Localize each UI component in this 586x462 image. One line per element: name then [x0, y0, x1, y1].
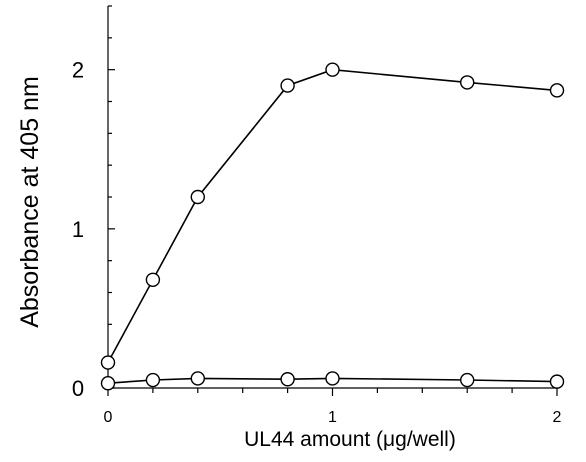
series-1-point [325, 62, 340, 77]
series-2-point [100, 376, 116, 391]
y-tick-label: 0 [72, 376, 84, 401]
x-tick-label: 0 [104, 409, 113, 426]
series-2-point [549, 374, 565, 389]
y-tick-label: 1 [72, 217, 84, 242]
x-axis: 0 1 2 [104, 387, 562, 426]
series-2-point [280, 372, 295, 387]
series-2-point [190, 371, 206, 386]
x-tick-label: 1 [328, 409, 337, 426]
series-1-point [100, 355, 116, 370]
series-2-point [145, 372, 161, 388]
series-1-point [549, 83, 565, 98]
series-1-line [107, 68, 558, 363]
series-2-point [325, 371, 340, 386]
series-1-point [460, 75, 475, 90]
x-axis-title: UL44 amount (μg/well) [244, 428, 456, 451]
series-1-point [280, 78, 295, 93]
x-tick-label: 2 [553, 409, 562, 426]
series-2-point [460, 372, 475, 388]
series-1-point [145, 272, 161, 287]
series-1-point [190, 189, 206, 205]
y-axis-title: Absorbance at 405 nm [16, 76, 44, 328]
y-axis: 0 1 2 [72, 5, 115, 401]
y-tick-label: 2 [72, 58, 84, 83]
plot-series [100, 62, 565, 391]
